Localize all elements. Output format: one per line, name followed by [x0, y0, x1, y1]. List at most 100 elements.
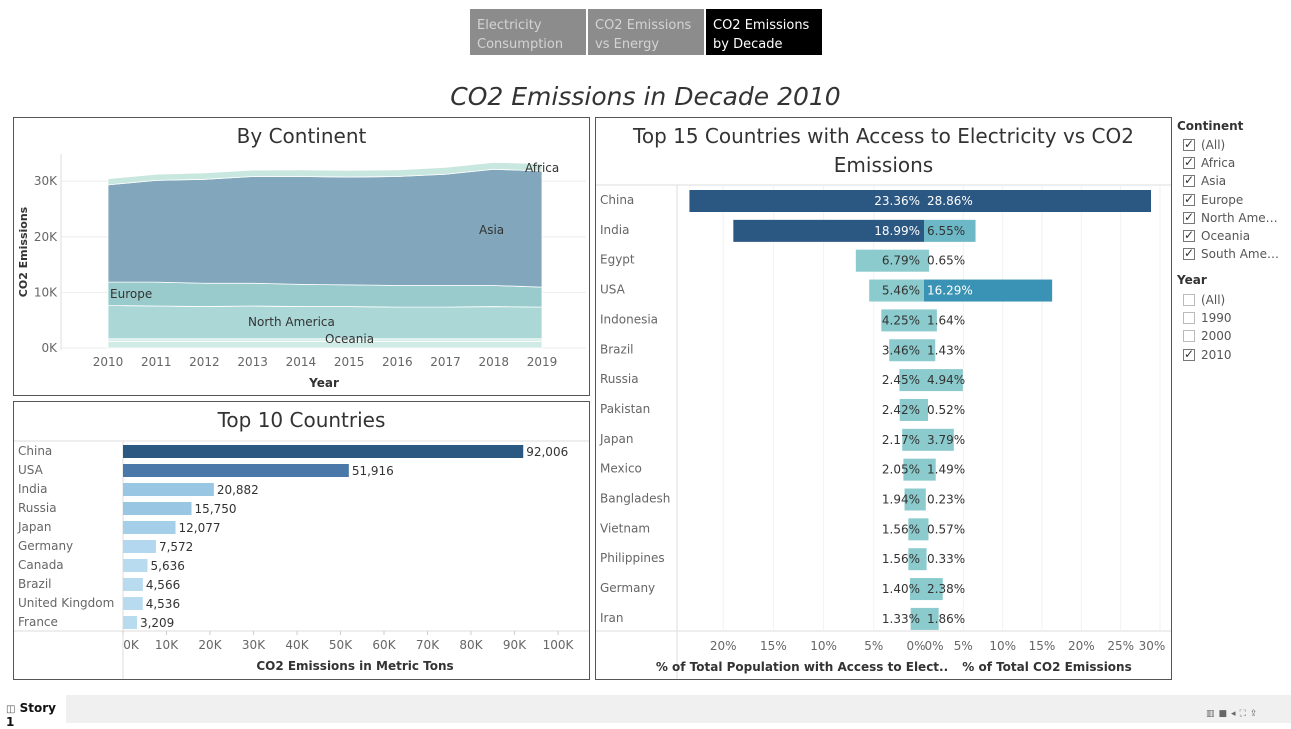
bar-value-label: 20,882	[217, 483, 259, 497]
x-tick-label: 0%	[906, 639, 925, 653]
bar-value-label: 12,077	[179, 521, 221, 535]
bar-value-label: 23.36%	[874, 194, 920, 208]
checkbox[interactable]: ✓	[1183, 192, 1195, 206]
bar	[123, 578, 143, 591]
bar-value-label: 3,209	[140, 616, 174, 630]
pause-icon[interactable]: ▥	[1206, 709, 1219, 719]
bar-co2-emissions	[924, 518, 929, 541]
x-tick-label: 10%	[989, 639, 1016, 653]
bar-value-label: 1.33%	[882, 612, 920, 626]
checkbox[interactable]: ✓	[1183, 210, 1195, 224]
continent-filter-item[interactable]: ✓ Asia	[1183, 173, 1226, 190]
continent-filter-item[interactable]: ✓ Oceania	[1183, 228, 1250, 245]
bar-value-label: 2.45%	[882, 373, 920, 387]
bar	[123, 464, 349, 477]
year-filter-item[interactable]: 2000	[1183, 329, 1232, 345]
x-tick-label: 2018	[479, 355, 510, 369]
bar-value-label: 18.99%	[874, 224, 920, 238]
bar-category-label: USA	[600, 283, 626, 297]
story-point-co2-vs-energy[interactable]: CO2 Emissions vs Energy	[588, 9, 704, 55]
x-axis-title-right: % of Total CO2 Emissions	[962, 660, 1131, 674]
x-tick-label: 70K	[416, 638, 440, 652]
bar-co2-emissions	[924, 190, 1152, 212]
back-icon[interactable]: ◂	[1231, 709, 1240, 719]
bar-category-label: China	[600, 193, 634, 207]
bar-category-label: Brazil	[600, 342, 634, 356]
bar-access-electricity	[908, 518, 924, 541]
bar-value-label: 5,636	[151, 559, 185, 573]
filter-item-label: 1990	[1201, 311, 1232, 326]
bar-co2-emissions	[924, 398, 929, 421]
story-point-co2-by-decade[interactable]: CO2 Emissions by Decade	[706, 9, 822, 55]
bar-value-label: 1.64%	[927, 313, 965, 327]
filter-item-label: Europe	[1201, 192, 1244, 207]
x-tick-label: 80K	[459, 638, 483, 652]
bar-value-label: 0.33%	[927, 552, 965, 566]
bar-value-label: 1.86%	[927, 612, 965, 626]
stop-icon[interactable]: ■	[1218, 709, 1232, 719]
area-series-africa	[107, 161, 543, 186]
checkbox[interactable]	[1183, 330, 1195, 343]
checkbox[interactable]	[1183, 294, 1195, 306]
continent-filter-item[interactable]: ✓ North Ame…	[1183, 210, 1278, 227]
x-tick-label: 20%	[710, 639, 737, 653]
checkbox[interactable]: ✓	[1183, 155, 1195, 170]
bar	[123, 616, 137, 629]
y-axis-title: CO2 Emissions	[17, 206, 30, 297]
bar-co2-emissions	[924, 548, 927, 571]
bar-access-electricity	[909, 578, 924, 601]
bar	[123, 540, 156, 553]
x-tick-label: 2012	[189, 355, 220, 369]
by-continent-area-chart[interactable]: 0K 10K 20K 30K Africa Asia Europe North America…	[14, 118, 589, 395]
checkbox[interactable]: ✓	[1183, 228, 1195, 242]
continent-filter-item[interactable]: ✓ Europe	[1183, 192, 1244, 209]
top10-bar-chart[interactable]: China 92,006 USA 51,916 India 20,882 Russia 15,…	[14, 402, 589, 679]
checkbox[interactable]: ✓	[1183, 137, 1195, 151]
bar	[123, 502, 192, 515]
bottom-toolbar	[0, 695, 1291, 723]
checkbox[interactable]: ✓	[1183, 246, 1195, 261]
area-label: North America	[248, 315, 335, 329]
bar-access-electricity	[689, 190, 924, 212]
filter-item-label: 2000	[1201, 329, 1232, 344]
area-label: Asia	[479, 223, 504, 237]
bar-access-electricity	[904, 488, 924, 511]
year-filter-item[interactable]: (All)	[1183, 293, 1225, 309]
bar-access-electricity	[733, 219, 924, 242]
bar-category-label: Philippines	[600, 551, 665, 565]
bar-value-label: 92,006	[526, 445, 568, 459]
bar-category-label: Japan	[599, 432, 633, 446]
top10-title: Top 10 Countries	[217, 408, 386, 432]
filter-item-label: (All)	[1201, 293, 1226, 307]
year-filter-item[interactable]: 1990	[1183, 311, 1232, 327]
x-tick-label: 25%	[1107, 639, 1134, 653]
checkbox[interactable]	[1183, 312, 1195, 325]
story-point-label: Consumption	[477, 37, 564, 52]
continent-filter-item[interactable]: ✓ (All)	[1183, 137, 1225, 154]
x-axis-title: Year	[308, 376, 339, 390]
x-tick-label: 20K	[198, 638, 222, 652]
checkbox[interactable]: ✓	[1183, 173, 1195, 188]
bar-category-label: Bangladesh	[600, 492, 670, 506]
bar-value-label: 1.49%	[927, 463, 965, 477]
story-tab[interactable]: ◫ Story 1	[0, 695, 66, 729]
continent-filter-item[interactable]: ✓ South Ame…	[1183, 246, 1279, 263]
bar-value-label: 1.94%	[882, 493, 920, 507]
checkbox[interactable]: ✓	[1183, 347, 1195, 361]
bar-category-label: Egypt	[600, 253, 635, 267]
fullscreen-icon[interactable]: ⛶	[1239, 709, 1250, 719]
area-series-europe	[107, 281, 543, 308]
bar-value-label: 1.56%	[882, 522, 920, 536]
year-filter-item[interactable]: ✓ 2010	[1183, 347, 1232, 364]
story-point-electricity-consumption[interactable]: Electricity Consumption	[470, 9, 586, 55]
share-icon[interactable]: ⇪	[1249, 709, 1262, 719]
x-tick-label: 10K	[155, 638, 179, 652]
y-tick-label: 30K	[34, 174, 58, 188]
x-tick-label: 30%	[1139, 639, 1166, 653]
bar-category-label: Mexico	[600, 462, 642, 476]
x-tick-label: 15%	[760, 639, 787, 653]
continent-filter-item[interactable]: ✓ Africa	[1183, 155, 1235, 172]
x-tick-label: 2016	[382, 355, 413, 369]
bar-value-label: 15,750	[195, 502, 237, 516]
top15-diverging-bar-chart[interactable]: China 23.36% 28.86% India 18.99% 6.55% Egypt 6.…	[596, 118, 1171, 679]
